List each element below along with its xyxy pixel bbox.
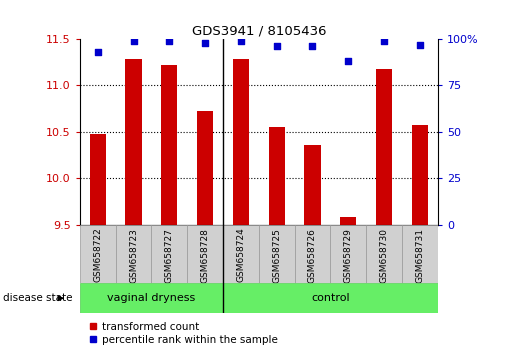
Point xyxy=(94,49,102,55)
Text: GSM658731: GSM658731 xyxy=(416,228,424,283)
Point xyxy=(237,38,245,44)
Bar xyxy=(340,217,356,225)
Point xyxy=(201,40,209,45)
Point xyxy=(272,44,281,49)
Bar xyxy=(161,65,177,225)
Point xyxy=(344,58,352,64)
Text: GSM658729: GSM658729 xyxy=(344,228,353,282)
Text: control: control xyxy=(311,293,350,303)
Text: GSM658726: GSM658726 xyxy=(308,228,317,282)
Bar xyxy=(233,59,249,225)
Title: GDS3941 / 8105436: GDS3941 / 8105436 xyxy=(192,25,326,38)
Bar xyxy=(197,112,213,225)
Bar xyxy=(331,225,366,283)
Legend: transformed count, percentile rank within the sample: transformed count, percentile rank withi… xyxy=(85,317,282,349)
Bar xyxy=(90,134,106,225)
Point xyxy=(380,38,388,44)
Bar xyxy=(126,59,142,225)
Bar xyxy=(80,283,223,313)
Bar xyxy=(366,225,402,283)
Text: GSM658723: GSM658723 xyxy=(129,228,138,282)
Text: GSM658730: GSM658730 xyxy=(380,228,388,283)
Text: GSM658724: GSM658724 xyxy=(236,228,245,282)
Bar xyxy=(80,225,115,283)
Text: vaginal dryness: vaginal dryness xyxy=(107,293,196,303)
Text: GSM658722: GSM658722 xyxy=(93,228,102,282)
Text: GSM658728: GSM658728 xyxy=(201,228,210,282)
Bar xyxy=(402,225,438,283)
Point xyxy=(416,42,424,47)
Text: GSM658727: GSM658727 xyxy=(165,228,174,282)
Text: disease state: disease state xyxy=(3,293,72,303)
Bar xyxy=(295,225,331,283)
Bar xyxy=(412,125,428,225)
Bar xyxy=(187,225,223,283)
Bar xyxy=(269,127,285,225)
Bar xyxy=(223,225,259,283)
Bar xyxy=(223,283,438,313)
Bar xyxy=(259,225,295,283)
Bar xyxy=(115,225,151,283)
Bar xyxy=(304,145,320,225)
Bar xyxy=(376,69,392,225)
Point xyxy=(129,38,138,44)
Point xyxy=(165,38,174,44)
Text: GSM658725: GSM658725 xyxy=(272,228,281,282)
Point xyxy=(308,44,317,49)
Bar xyxy=(151,225,187,283)
